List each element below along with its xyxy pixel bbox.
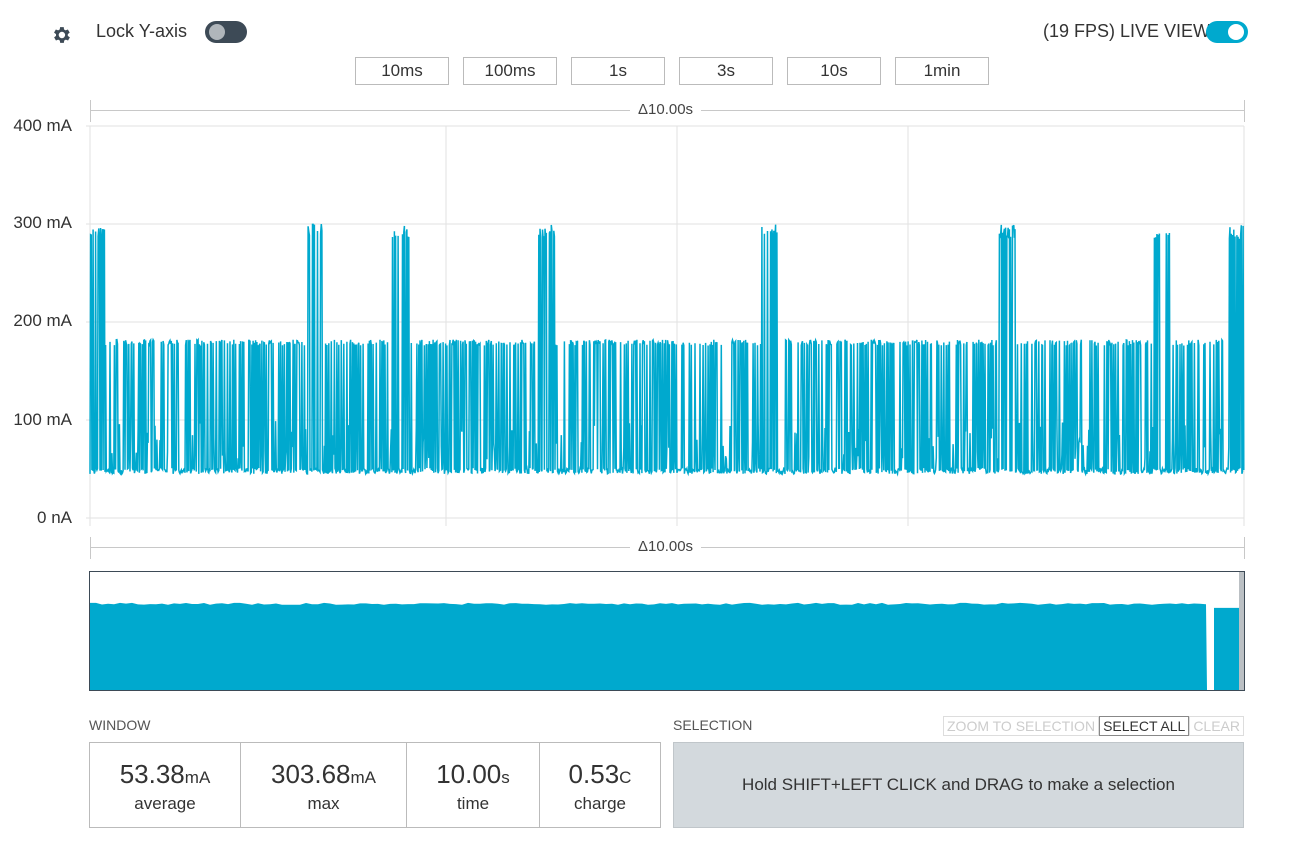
stat-time: 10.00s time: [406, 742, 540, 828]
zoom-to-selection-button[interactable]: ZOOM TO SELECTION: [943, 716, 1100, 736]
overview-window-handle[interactable]: [1239, 572, 1244, 690]
delta-label-top: Δ10.00s: [630, 101, 702, 118]
overview-minimap[interactable]: [89, 571, 1245, 691]
stat-average: 53.38mA average: [89, 742, 241, 828]
current-trace: [89, 223, 1245, 477]
timespan-button-10ms[interactable]: 10ms: [355, 57, 449, 85]
stat-unit: C: [619, 768, 632, 787]
stat-value: 303.68: [270, 759, 351, 789]
delta-label-bottom: Δ10.00s: [630, 538, 702, 555]
lock-y-axis-toggle[interactable]: [205, 21, 247, 43]
selection-hint-box: Hold SHIFT+LEFT CLICK and DRAG to make a…: [673, 742, 1244, 828]
select-all-button[interactable]: SELECT ALL: [1099, 716, 1190, 736]
stat-unit: mA: [184, 768, 211, 787]
gear-icon[interactable]: [50, 24, 72, 46]
current-chart[interactable]: [0, 0, 1296, 560]
timespan-button-3s[interactable]: 3s: [679, 57, 773, 85]
stat-value: 0.53: [568, 759, 620, 789]
toggle-knob: [209, 24, 225, 40]
stat-label: max: [307, 794, 340, 813]
clear-button[interactable]: CLEAR: [1189, 716, 1244, 736]
stat-label: average: [134, 794, 196, 813]
stat-label: time: [456, 794, 490, 813]
window-label: WINDOW: [89, 717, 151, 733]
y-tick-label: 200 mA: [13, 311, 72, 330]
stat-unit: s: [501, 768, 510, 787]
delta-tick: [90, 100, 91, 122]
delta-tick: [1244, 537, 1245, 559]
y-tick-label: 300 mA: [13, 213, 72, 232]
stat-max: 303.68mA max: [240, 742, 407, 828]
timespan-button-1min[interactable]: 1min: [895, 57, 989, 85]
live-view-toggle[interactable]: [1206, 21, 1248, 43]
lock-y-axis-label: Lock Y-axis: [96, 21, 188, 41]
timespan-button-100ms[interactable]: 100ms: [463, 57, 557, 85]
stat-label: charge: [574, 794, 626, 813]
stat-charge: 0.53C charge: [539, 742, 661, 828]
stat-unit: mA: [350, 768, 377, 787]
toggle-knob: [1228, 24, 1244, 40]
selection-label: SELECTION: [673, 717, 753, 733]
live-view-label: (19 FPS) LIVE VIEW: [1042, 21, 1210, 41]
delta-tick: [90, 537, 91, 559]
delta-tick: [1244, 100, 1245, 122]
selection-buttons: ZOOM TO SELECTION SELECT ALL CLEAR: [943, 716, 1244, 736]
timespan-button-1s[interactable]: 1s: [571, 57, 665, 85]
stat-value: 53.38: [119, 759, 185, 789]
y-tick-label: 100 mA: [13, 410, 72, 429]
y-tick-label: 0 nA: [37, 508, 72, 527]
y-tick-label: 400 mA: [13, 116, 72, 135]
stat-value: 10.00: [436, 759, 502, 789]
timespan-button-10s[interactable]: 10s: [787, 57, 881, 85]
